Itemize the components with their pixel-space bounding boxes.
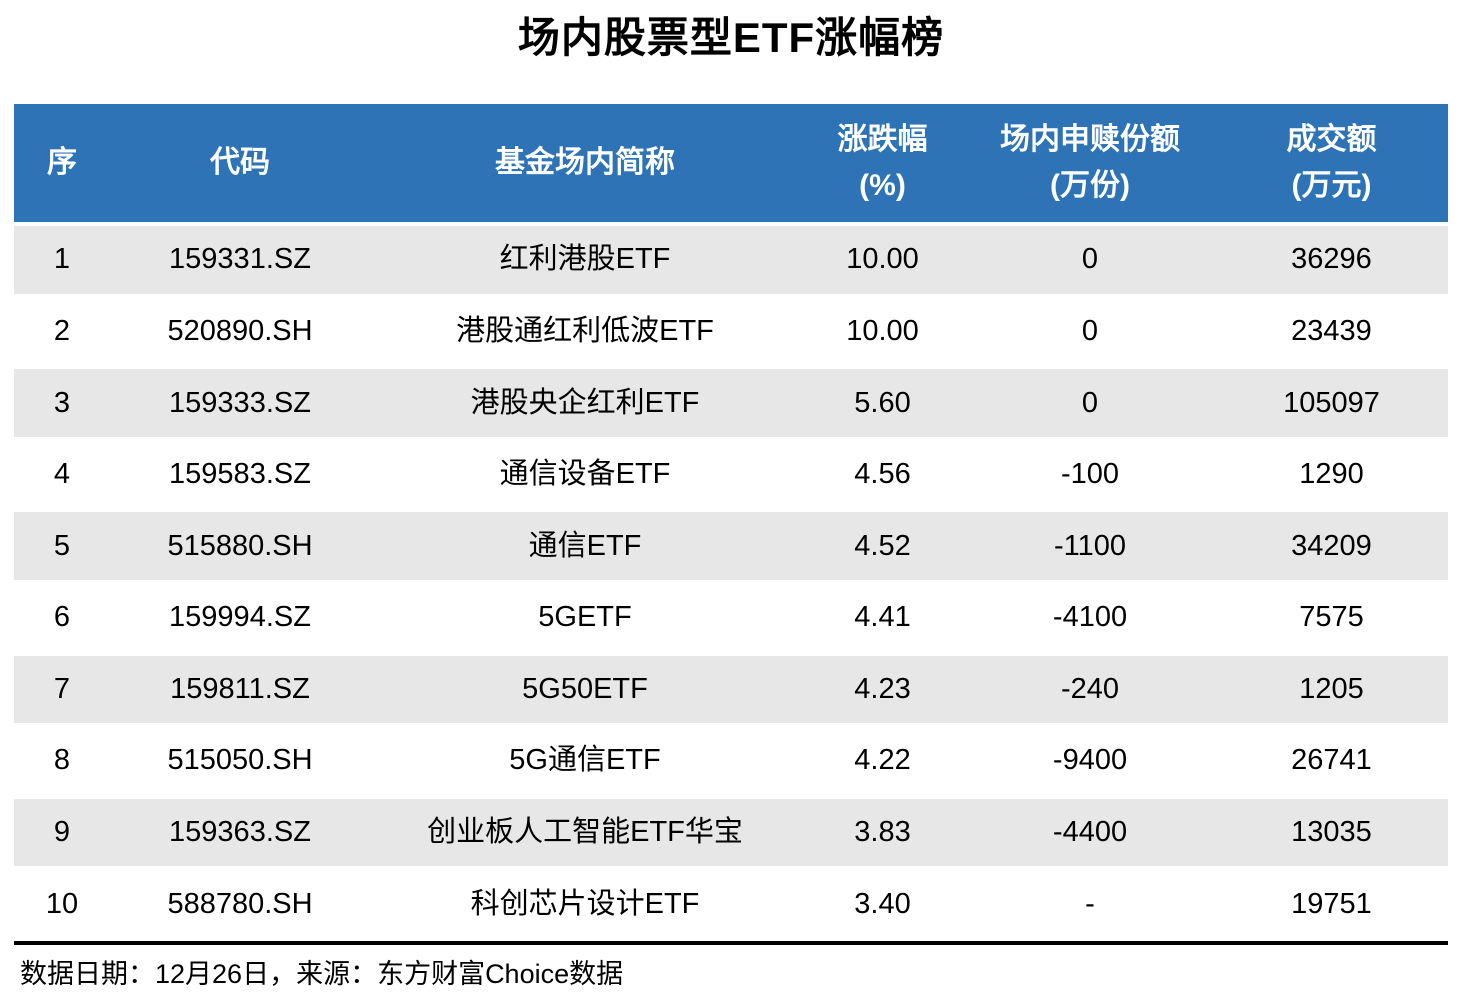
cell-fund-name: 港股央企红利ETF	[470, 386, 700, 419]
cell-turnover: 105097	[1283, 386, 1380, 419]
column-header-unit: (%)	[859, 169, 906, 202]
column-header-turnover: 成交额 (万元)	[1215, 104, 1448, 222]
cell-turnover: 1290	[1299, 458, 1364, 491]
cell-seq: 7	[53, 672, 71, 705]
table-row: 5 515880.SH 通信ETF 4.52 -1100 34209	[14, 512, 1448, 580]
column-header-change-pct: 涨跌幅 (%)	[800, 104, 965, 222]
column-header-label: 代码	[210, 145, 270, 179]
cell-code: 159333.SZ	[169, 386, 311, 419]
cell-seq: 2	[53, 314, 71, 347]
column-header-label: 场内申赎份额	[1000, 122, 1180, 156]
cell-change-pct: 4.56	[854, 458, 911, 491]
cell-seq: 8	[53, 744, 71, 777]
table-row: 8 515050.SH 5G通信ETF 4.22 -9400 26741	[14, 727, 1448, 795]
cell-fund-name: 红利港股ETF	[499, 243, 671, 276]
cell-turnover: 7575	[1299, 601, 1364, 634]
data-source-note: 数据日期：12月26日，来源：东方财富Choice数据	[20, 959, 624, 989]
cell-shares: -	[1085, 887, 1095, 920]
cell-code: 159331.SZ	[169, 243, 311, 276]
column-header-unit: (万份)	[1050, 169, 1130, 202]
cell-change-pct: 3.40	[854, 887, 911, 920]
column-header-code: 代码	[110, 104, 370, 222]
table-body: 1 159331.SZ 红利港股ETF 10.00 0 36296 2 5208…	[14, 226, 1448, 938]
cell-shares: -100	[1060, 458, 1120, 491]
cell-seq: 1	[53, 243, 71, 276]
cell-change-pct: 4.22	[854, 744, 911, 777]
cell-code: 159583.SZ	[169, 458, 311, 491]
table-row: 3 159333.SZ 港股央企红利ETF 5.60 0 105097	[14, 369, 1448, 437]
page-title: 场内股票型ETF涨幅榜	[517, 14, 945, 61]
cell-turnover: 1205	[1299, 672, 1364, 705]
cell-change-pct: 10.00	[846, 243, 919, 276]
cell-shares: 0	[1081, 243, 1099, 276]
table-row: 4 159583.SZ 通信设备ETF 4.56 -100 1290	[14, 440, 1448, 509]
cell-change-pct: 3.83	[854, 816, 911, 849]
cell-seq: 6	[53, 601, 71, 634]
cell-shares: -4400	[1052, 816, 1128, 849]
cell-change-pct: 4.23	[854, 672, 911, 705]
cell-turnover: 26741	[1291, 744, 1372, 777]
table-row: 1 159331.SZ 红利港股ETF 10.00 0 36296	[14, 226, 1448, 294]
table-row: 9 159363.SZ 创业板人工智能ETF华宝 3.83 -4400 1303…	[14, 798, 1448, 867]
cell-code: 159363.SZ	[169, 816, 311, 849]
cell-code: 515050.SH	[167, 744, 313, 777]
column-header-shares: 场内申赎份额 (万份)	[965, 104, 1215, 222]
cell-change-pct: 5.60	[854, 386, 911, 419]
cell-seq: 10	[45, 887, 79, 920]
column-header-label: 序	[47, 145, 77, 179]
cell-turnover: 34209	[1291, 529, 1372, 562]
cell-turnover: 23439	[1291, 314, 1372, 347]
cell-shares: 0	[1081, 386, 1099, 419]
cell-shares: -1100	[1053, 529, 1127, 562]
cell-change-pct: 4.52	[854, 529, 911, 562]
cell-shares: -4100	[1052, 601, 1128, 634]
cell-shares: -240	[1060, 672, 1120, 705]
cell-change-pct: 10.00	[846, 314, 919, 347]
table-row: 10 588780.SH 科创芯片设计ETF 3.40 - 19751	[14, 870, 1448, 938]
table-row: 6 159994.SZ 5GETF 4.41 -4100 7575	[14, 583, 1448, 652]
etf-table: 序 代码 基金场内简称 涨跌幅 (%) 场内申赎份额 (万份) 成交额 (万元)	[14, 104, 1448, 938]
column-header-label: 基金场内简称	[495, 145, 675, 179]
cell-code: 159994.SZ	[169, 601, 311, 634]
cell-shares: 0	[1081, 314, 1099, 347]
cell-code: 588780.SH	[167, 887, 313, 920]
cell-turnover: 36296	[1291, 243, 1372, 276]
cell-seq: 3	[53, 386, 71, 419]
cell-seq: 9	[53, 816, 71, 849]
cell-change-pct: 4.41	[854, 601, 911, 634]
cell-fund-name: 5G通信ETF	[509, 744, 661, 777]
cell-code: 159811.SZ	[170, 672, 310, 705]
table-row: 2 520890.SH 港股通红利低波ETF 10.00 0 23439	[14, 297, 1448, 366]
table-footer: 数据日期：12月26日，来源：东方财富Choice数据	[14, 941, 1448, 991]
cell-fund-name: 5G50ETF	[522, 672, 648, 705]
column-header-label: 成交额	[1286, 122, 1377, 156]
cell-code: 520890.SH	[167, 314, 313, 347]
column-header-seq: 序	[14, 104, 110, 222]
cell-shares: -9400	[1052, 744, 1128, 777]
cell-code: 515880.SH	[167, 529, 313, 562]
cell-seq: 4	[53, 458, 71, 491]
cell-seq: 5	[53, 529, 71, 562]
table-header-row: 序 代码 基金场内简称 涨跌幅 (%) 场内申赎份额 (万份) 成交额 (万元)	[14, 104, 1448, 222]
column-header-label: 涨跌幅	[837, 122, 928, 156]
cell-fund-name: 创业板人工智能ETF华宝	[427, 816, 743, 849]
cell-fund-name: 通信ETF	[528, 529, 642, 562]
cell-fund-name: 科创芯片设计ETF	[470, 887, 700, 920]
cell-fund-name: 港股通红利低波ETF	[456, 314, 714, 347]
cell-fund-name: 通信设备ETF	[499, 458, 671, 491]
cell-fund-name: 5GETF	[538, 601, 632, 634]
table-row: 7 159811.SZ 5G50ETF 4.23 -240 1205	[14, 655, 1448, 724]
cell-turnover: 19751	[1291, 887, 1372, 920]
column-header-unit: (万元)	[1291, 169, 1372, 202]
cell-turnover: 13035	[1291, 816, 1372, 849]
column-header-fund-name: 基金场内简称	[370, 104, 800, 222]
